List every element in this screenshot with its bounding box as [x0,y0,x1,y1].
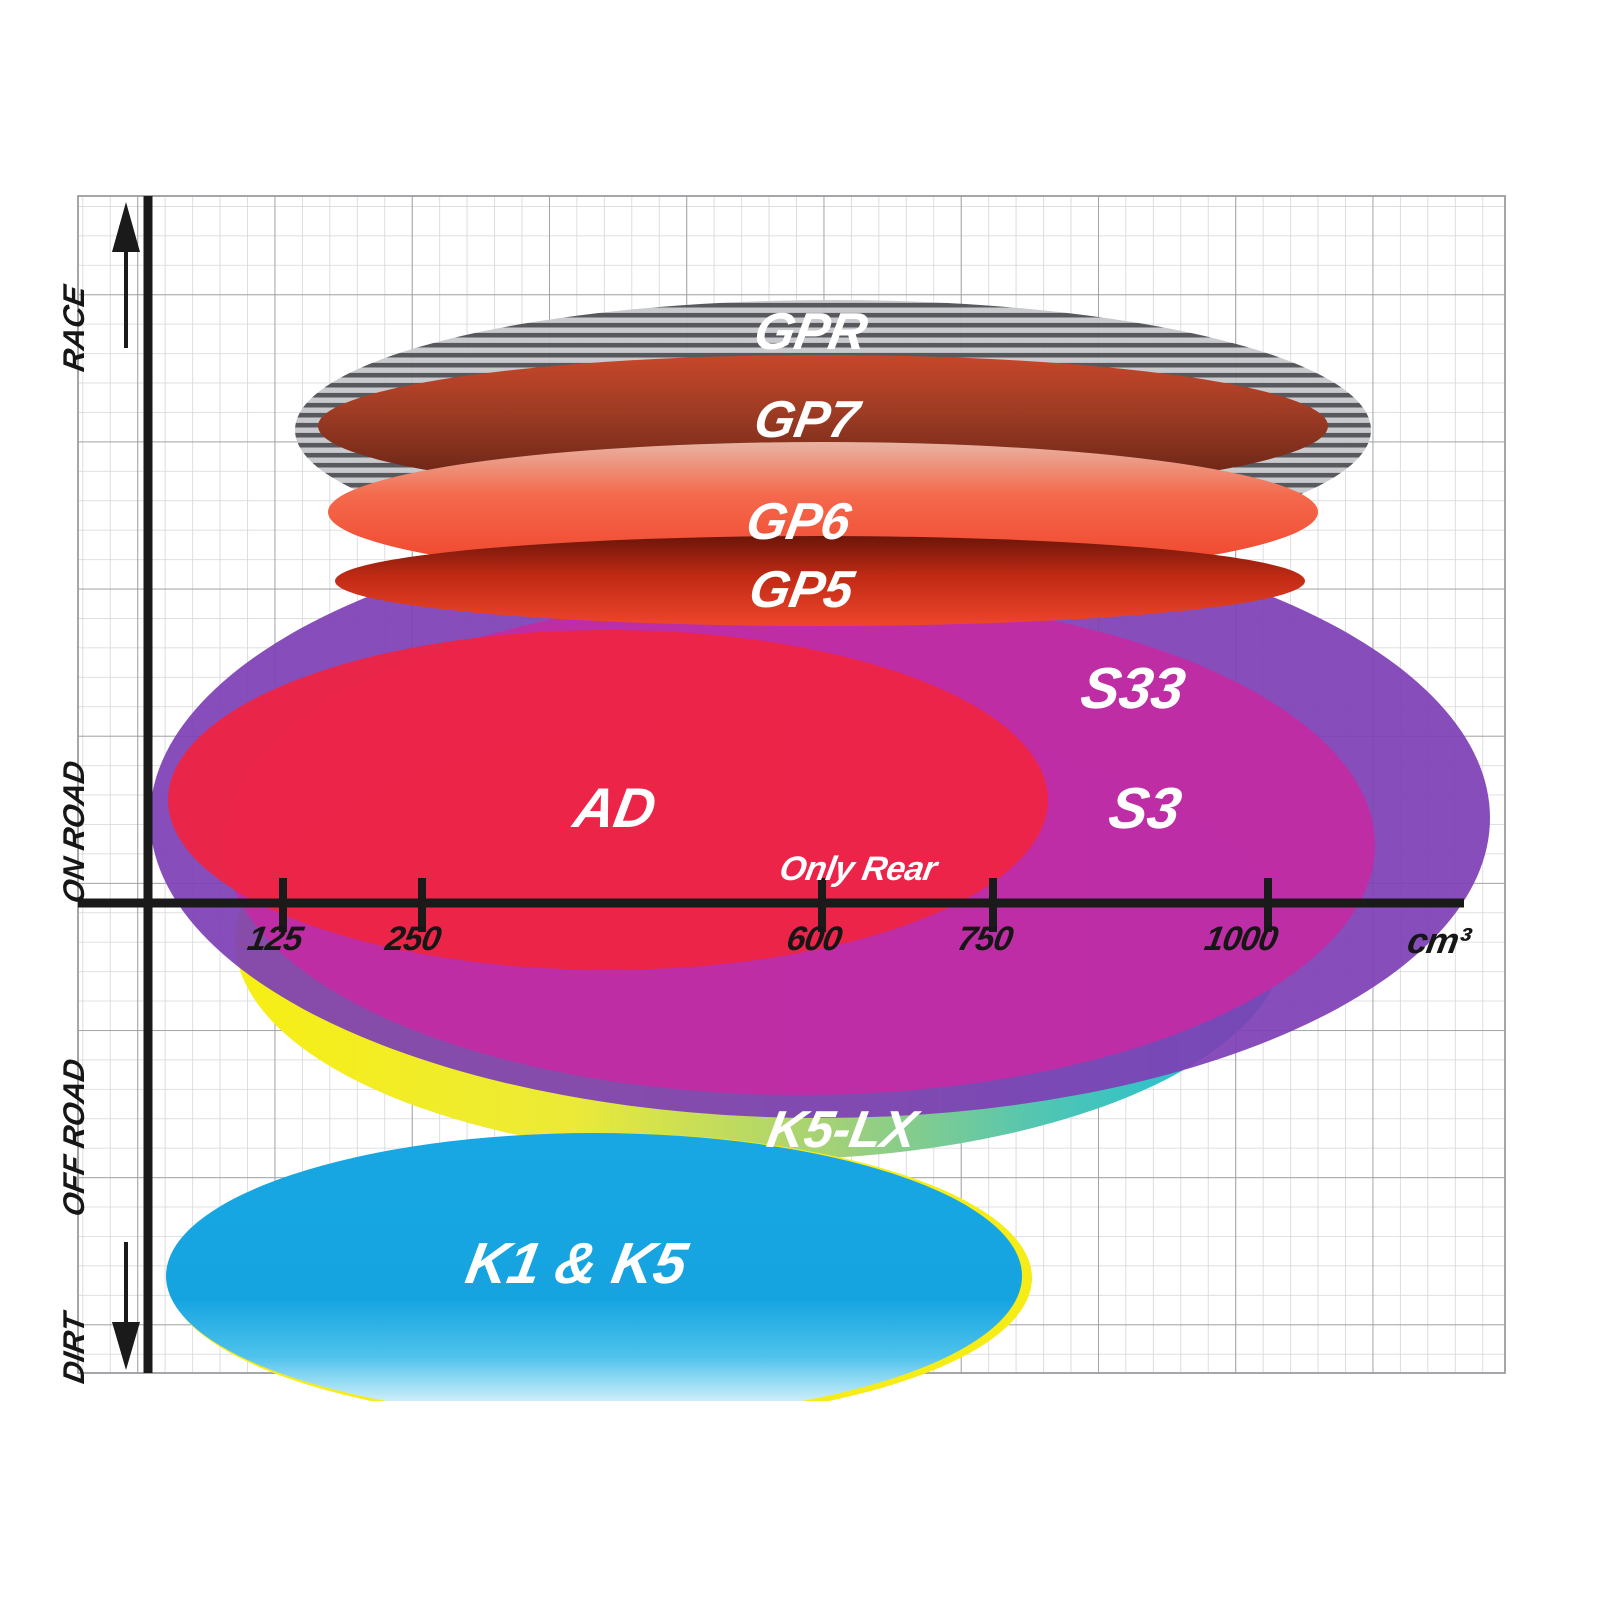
region-label-gp6: GP6 [741,493,855,551]
x-tick-label-250: 250 [382,920,444,958]
region-label-gp7: GP7 [749,391,863,449]
region-label-s33: S33 [1076,656,1190,721]
race-arrow-icon [112,202,140,348]
x-tick-label-125: 125 [244,920,306,958]
x-tick-label-600: 600 [783,920,845,958]
zone-label-off-road: OFF ROAD [58,1056,91,1219]
chart-axes [78,196,1464,1373]
zone-label-on-road: ON ROAD [58,758,91,906]
x-axis-unit-label: cm³ [1404,920,1473,961]
region-ad[interactable] [168,630,1048,970]
region-label-k5lx: K5-LX [762,1101,921,1159]
x-axis-ticks [279,878,1272,932]
zone-label-race: RACE [58,282,91,374]
region-label-gp5: GP5 [744,561,858,619]
dirt-arrow-icon [112,1242,140,1370]
region-gp5[interactable] [335,536,1305,626]
region-label-k1k5: K1 & K5 [461,1231,692,1296]
region-label-ad: AD [569,776,661,839]
zone-label-dirt: DIRT [58,1310,91,1386]
region-label-gpr: GPR [749,303,872,361]
region-label-s3: S3 [1104,776,1186,841]
annotation-only-rear: Only Rear [776,850,940,888]
x-tick-label-1000: 1000 [1201,920,1281,958]
x-tick-label-750: 750 [954,920,1016,958]
region-k1k5[interactable] [166,1133,1032,1423]
